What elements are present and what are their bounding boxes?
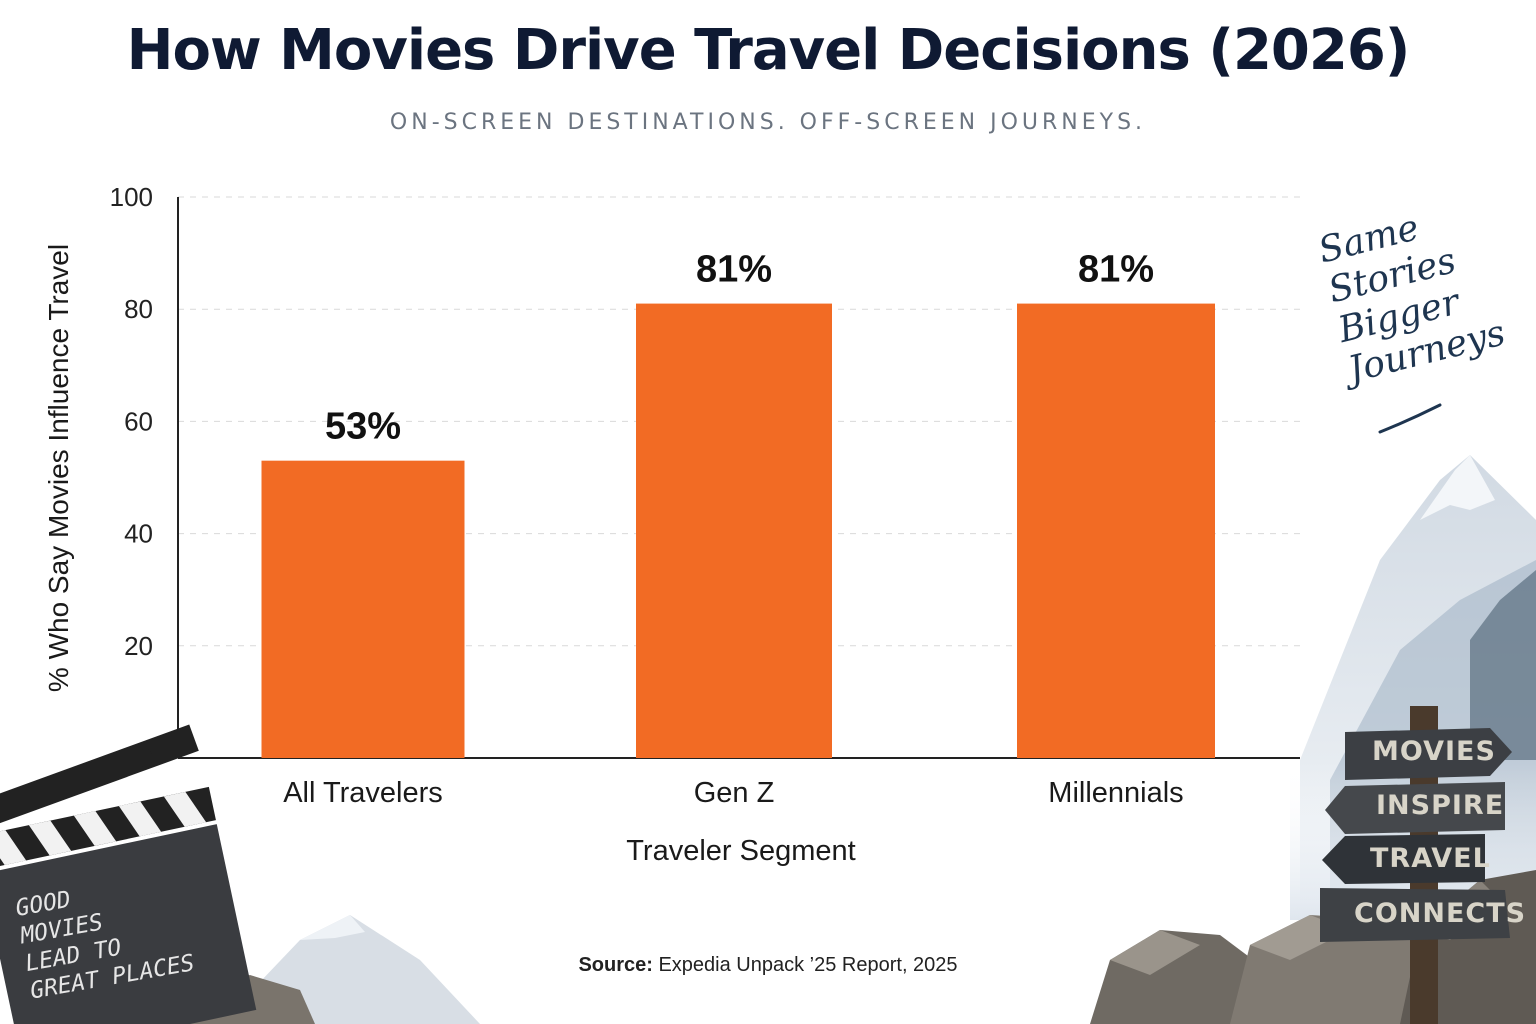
data-label: 53% xyxy=(325,406,401,448)
y-tick-label: 80 xyxy=(124,294,153,324)
x-tick-label: Millennials xyxy=(1048,777,1183,809)
signpost-label: TRAVEL xyxy=(1370,843,1491,874)
y-tick-label: 100 xyxy=(110,182,153,212)
data-label: 81% xyxy=(696,249,772,291)
signpost xyxy=(1320,706,1512,1024)
y-tick-label: 60 xyxy=(124,406,153,436)
source-text: Expedia Unpack ’25 Report, 2025 xyxy=(658,954,958,976)
chart-title: How Movies Drive Travel Decisions (2026) xyxy=(126,18,1411,83)
tagline-underline xyxy=(1378,403,1442,434)
chart-subtitle: ON-SCREEN DESTINATIONS. OFF-SCREEN JOURN… xyxy=(389,110,1147,135)
x-axis-label: Traveler Segment xyxy=(626,835,855,867)
source-label: Source: xyxy=(578,954,653,976)
signpost-label: INSPIRE xyxy=(1376,790,1505,821)
signpost-label: CONNECTS xyxy=(1354,898,1527,929)
bar xyxy=(636,303,832,758)
clapperboard xyxy=(0,724,257,1024)
bar xyxy=(1017,303,1215,758)
source-note: Source: Expedia Unpack ’25 Report, 2025 xyxy=(0,954,1536,977)
x-tick-label: Gen Z xyxy=(694,777,775,809)
data-label: 81% xyxy=(1078,249,1154,291)
signpost-label: MOVIES xyxy=(1372,736,1496,767)
y-tick-label: 20 xyxy=(124,631,153,661)
y-tick-label: 0 xyxy=(139,743,153,773)
bar xyxy=(261,460,465,758)
y-axis-label: % Who Say Movies Influence Travel xyxy=(43,244,74,692)
x-tick-label: All Travelers xyxy=(283,777,443,809)
y-tick-label: 40 xyxy=(124,519,153,549)
